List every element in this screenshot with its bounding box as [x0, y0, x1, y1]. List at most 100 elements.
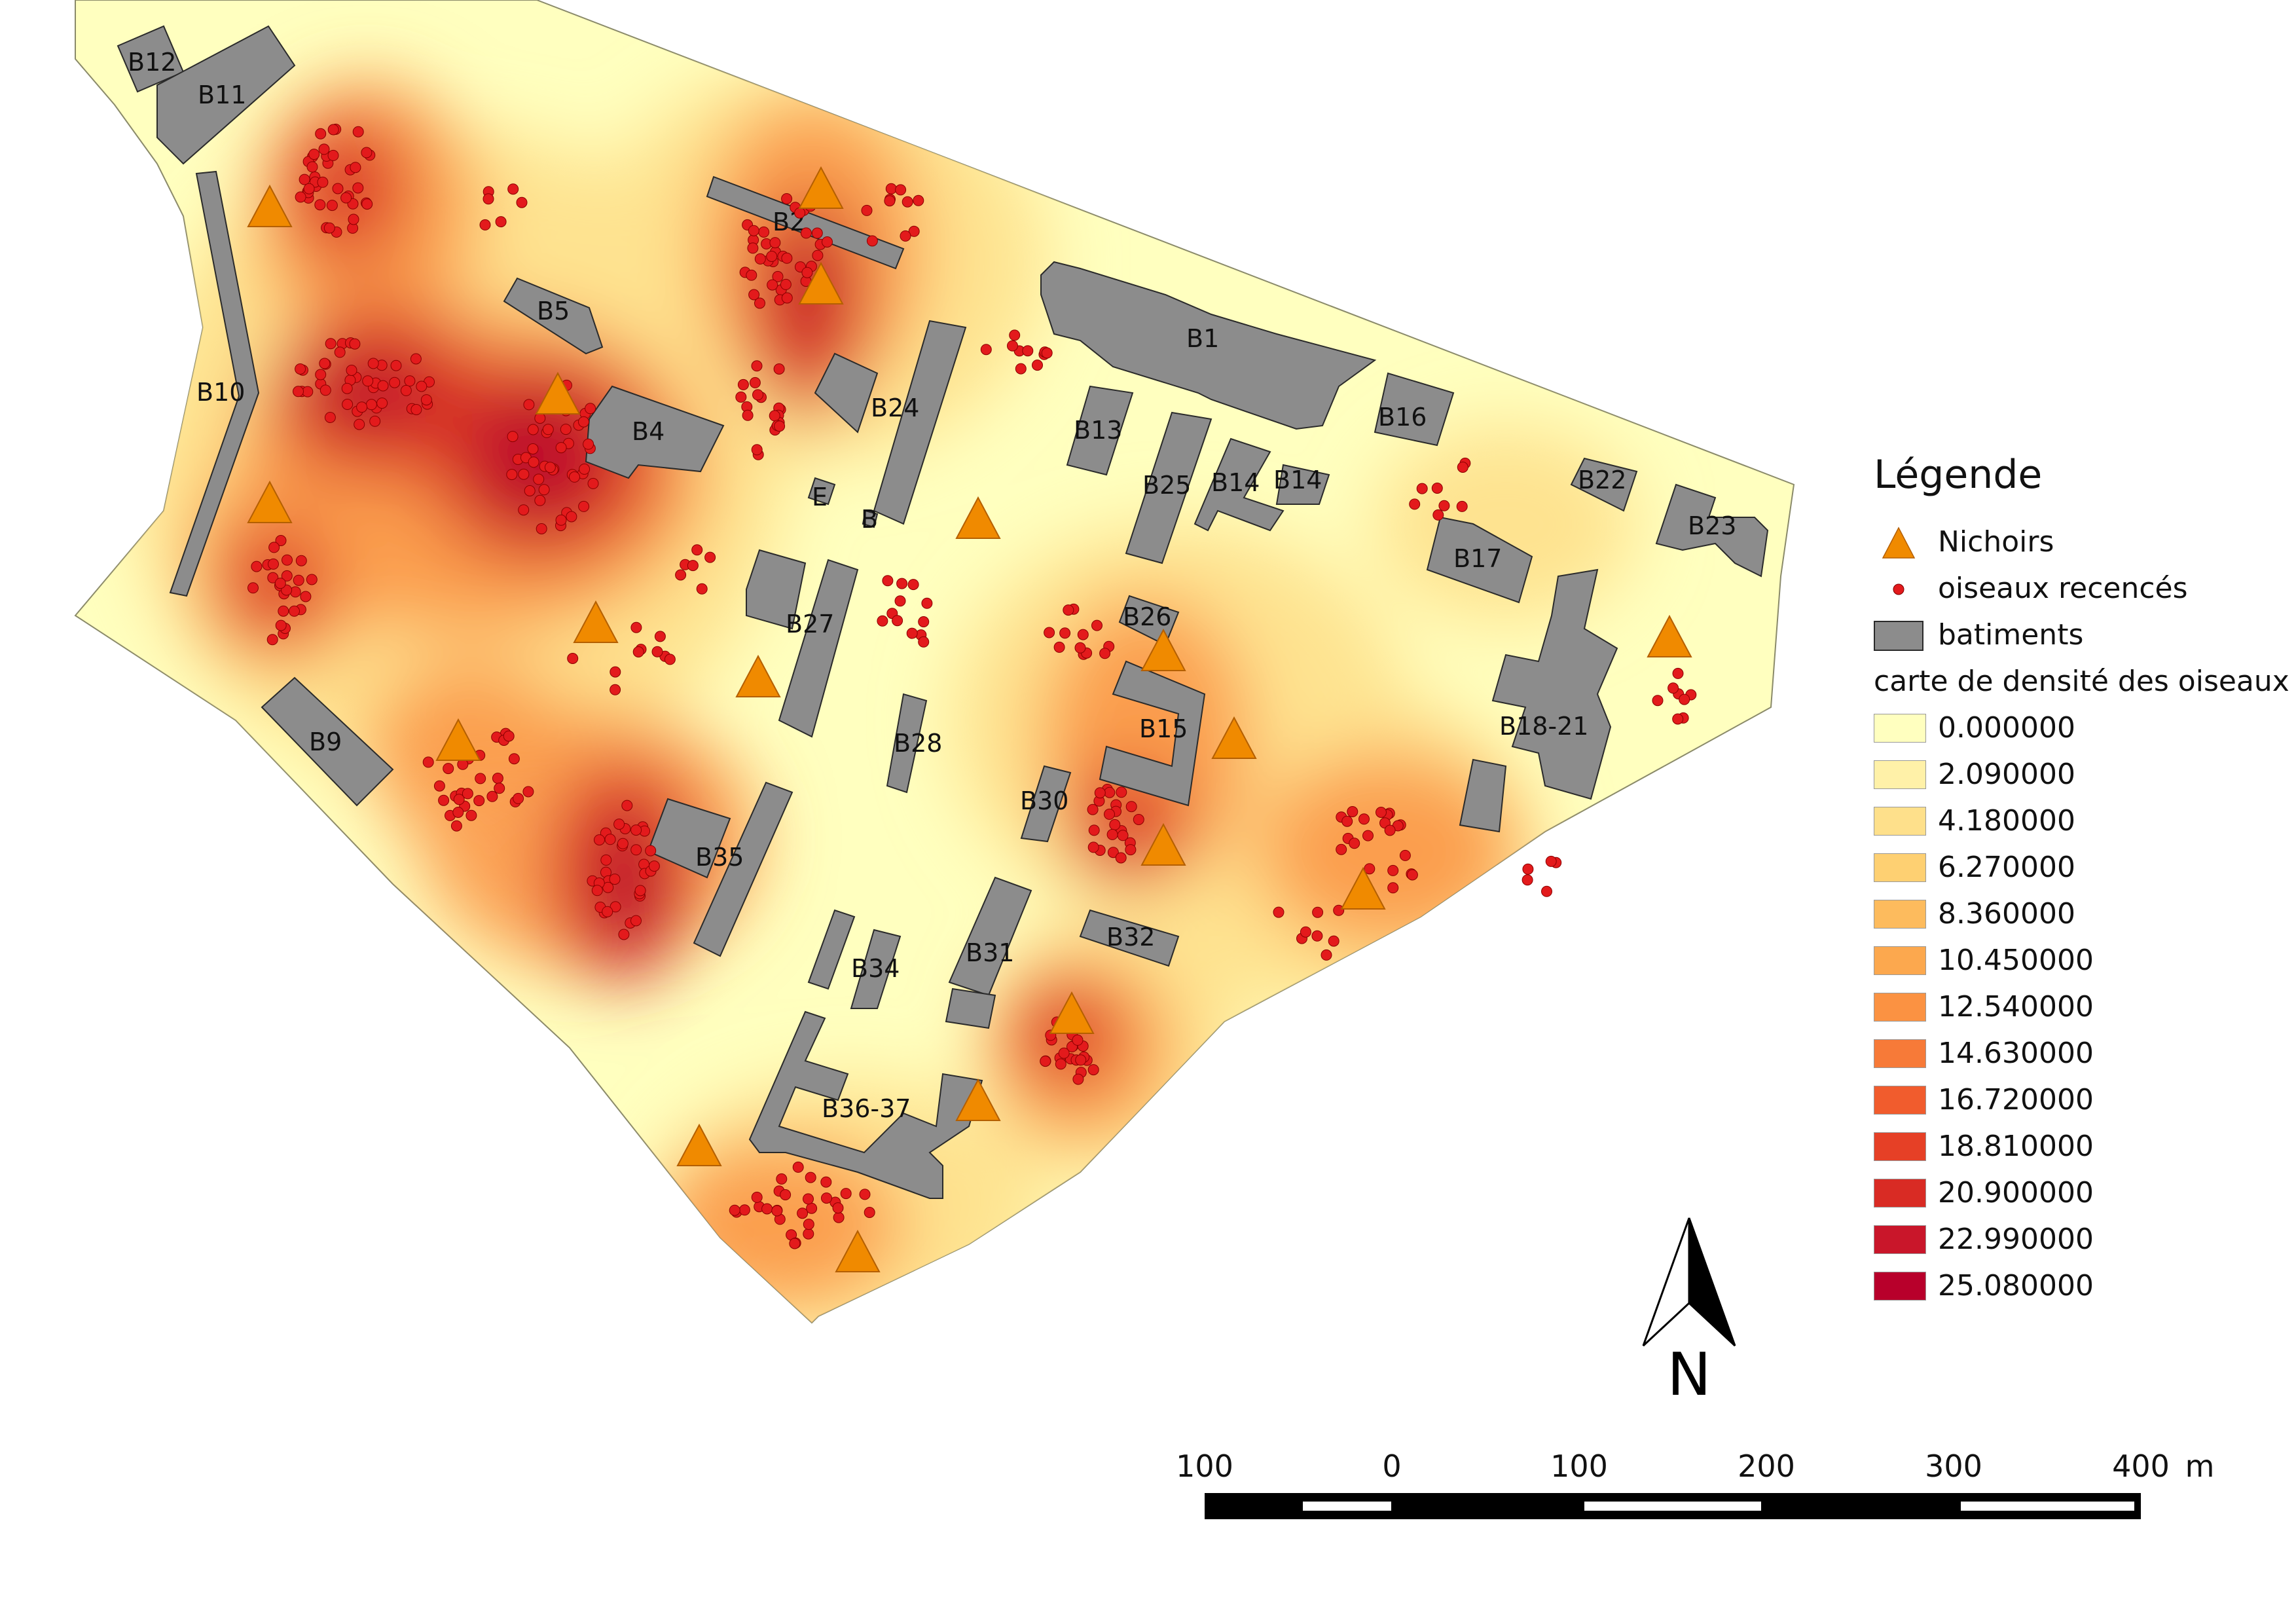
bird-observation-dot [1109, 819, 1121, 830]
building-label: B24 [871, 394, 919, 422]
bird-observation-dot [293, 386, 304, 397]
bird-observation-dot [800, 227, 812, 239]
bird-observation-dot [913, 194, 924, 206]
legend-title: Légende [1874, 452, 2043, 498]
bird-observation-dot [1364, 863, 1376, 875]
building-label: B15 [1139, 714, 1188, 743]
building-label: B31 [966, 938, 1014, 967]
bird-observation-dot [433, 780, 445, 792]
bird-observation-dot [1099, 648, 1111, 659]
bird-observation-dot [340, 192, 352, 204]
bird-observation-dot [450, 820, 462, 832]
bird-observation-dot [1416, 483, 1428, 494]
bird-observation-dot [251, 561, 263, 572]
bird-observation-dot [1074, 642, 1086, 654]
bird-observation-dot [513, 792, 524, 804]
bird-observation-dot [761, 1203, 773, 1215]
bird-observation-dot [404, 375, 416, 387]
nest-box-marker [735, 654, 781, 697]
bird-observation-dot [691, 544, 703, 556]
bird-observation-dot [751, 444, 763, 456]
density-swatch [1874, 1179, 1926, 1208]
building-B23 [1655, 483, 1769, 578]
bird-observation-dot [781, 252, 793, 264]
bird-observation-dot [617, 838, 629, 849]
bird-observation-dot [1072, 1034, 1084, 1046]
bird-observation-dot [367, 358, 379, 369]
legend-density-class: 14.630000 [1872, 1034, 2291, 1080]
bird-observation-dot [821, 1192, 832, 1204]
bird-observation-dot [1341, 815, 1353, 827]
bird-observation-dot [895, 184, 907, 196]
bird-observation-dot [1333, 904, 1345, 916]
bird-observation-dot [861, 204, 873, 216]
bird-observation-dot [356, 401, 368, 413]
bird-observation-dot [555, 442, 567, 454]
legend-density-class: 20.900000 [1872, 1173, 2291, 1220]
bird-observation-dot [1116, 786, 1127, 798]
nest-box-marker [835, 1229, 881, 1272]
building-small-B [862, 509, 879, 528]
bird-observation-dot [654, 631, 666, 642]
bird-observation-dot [567, 653, 579, 664]
nest-box-marker [1140, 822, 1186, 866]
bird-observation-dot [833, 1211, 845, 1223]
bird-observation-dot [980, 344, 992, 356]
bird-observation-dot [1667, 682, 1679, 694]
bird-observation-dot [742, 409, 754, 421]
bird-observation-dot [1058, 1047, 1070, 1059]
building-B13 [1066, 385, 1134, 476]
building-label: B11 [198, 81, 246, 109]
bird-observation-dot [1328, 935, 1339, 947]
building-B18-21 [1459, 568, 1618, 833]
bird-observation-dot [348, 213, 359, 225]
bird-observation-dot [334, 346, 346, 358]
density-class-label: 4.180000 [1938, 804, 2075, 838]
bird-observation-dot [591, 885, 603, 896]
legend-density-classes: 0.000000 2.090000 4.180000 6.270000 8.360000… [1872, 709, 2291, 1313]
legend-item-label: batiments [1938, 618, 2084, 652]
bird-observation-dot [618, 929, 630, 940]
bird-observation-dot [503, 730, 515, 742]
bird-observation-dot [566, 511, 577, 523]
bird-observation-dot [352, 182, 364, 194]
bird-observation-dot [300, 591, 312, 602]
nest-box-marker [1647, 614, 1692, 657]
bird-observation-dot [1362, 830, 1374, 841]
legend-item-label: Nichoirs [1938, 525, 2054, 559]
nest-boxes-layer [247, 166, 1692, 1272]
bird-observation-dot [776, 1173, 788, 1185]
bird-observation-dot [751, 360, 763, 372]
bird-observation-dot [319, 384, 331, 396]
density-swatch [1874, 807, 1926, 836]
bird-observation-dot [555, 514, 567, 526]
building-label: B12 [128, 48, 176, 77]
nest-box-marker [1140, 628, 1186, 671]
bird-observation-dot [365, 399, 377, 411]
building-label: B30 [1020, 786, 1068, 815]
bird-observation-dot [803, 1228, 814, 1240]
nest-box-marker [676, 1123, 722, 1166]
building-label: B1 [1186, 324, 1219, 353]
bird-observation-dot [1059, 627, 1071, 639]
bird-observation-dot [1456, 500, 1468, 512]
bird-observation-dot [453, 794, 465, 805]
building-B14 [1194, 437, 1330, 532]
bird-observation-dot [483, 193, 494, 205]
building-label: B34 [851, 954, 900, 983]
bird-observation-dot [522, 786, 534, 798]
bird-observation-dot [632, 646, 644, 657]
bird-observation-dot [767, 279, 778, 291]
building-label: B5 [537, 297, 570, 325]
bird-observation-dot [1358, 813, 1370, 825]
building-B30 [1020, 765, 1072, 843]
density-swatch [1874, 1225, 1926, 1254]
building-B31 [945, 876, 1032, 1029]
legend-density-class: 10.450000 [1872, 941, 2291, 987]
building-labels: B12 B11 B10 B2 B5 B4 B24 B1 B13 B16 B25 … [128, 48, 1736, 1123]
bird-observation-dot [495, 216, 507, 228]
bird-observation-dot [758, 226, 770, 238]
building-B34 [807, 909, 902, 1009]
bird-observation-dot [687, 560, 699, 572]
bird-observation-dot [801, 267, 813, 278]
